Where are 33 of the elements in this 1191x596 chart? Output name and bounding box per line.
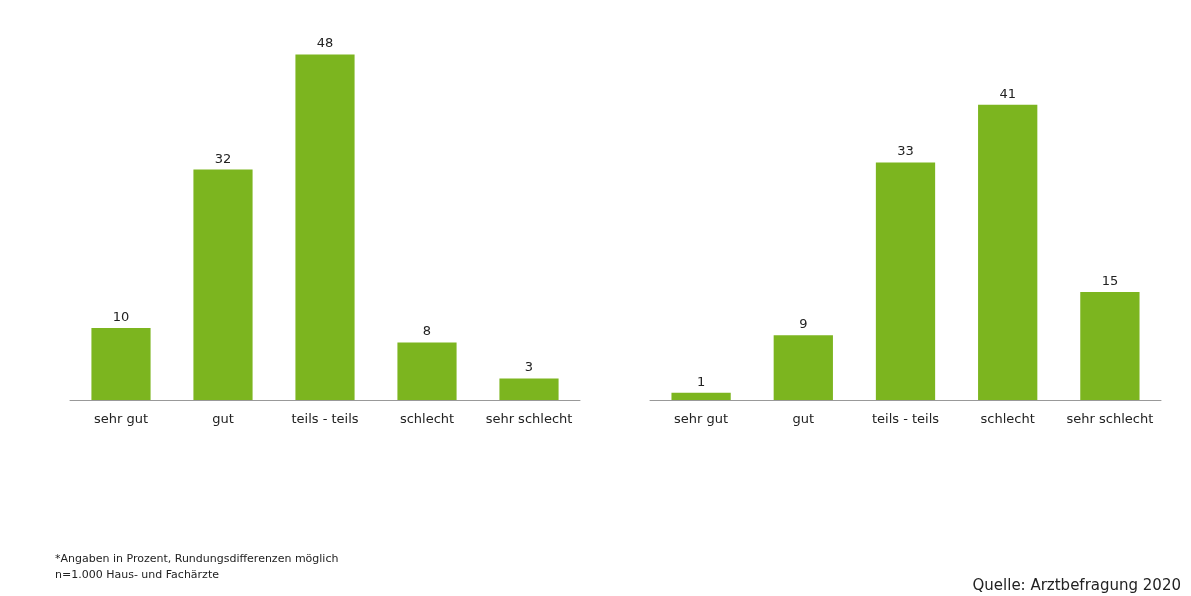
text: *Angaben in Prozent, Rundungsdifferenzen möglich <box>55 552 339 565</box>
data-label: 1 <box>696 373 706 389</box>
bar <box>978 104 1038 400</box>
data-label: 3 <box>524 359 534 375</box>
data-label: 10 <box>112 309 130 324</box>
bar <box>671 392 731 400</box>
bar <box>193 169 253 400</box>
bar <box>1080 292 1140 400</box>
bar <box>295 54 355 400</box>
bar <box>499 378 559 400</box>
data-label: 33 <box>897 143 914 159</box>
bar <box>91 328 151 400</box>
data-label: 48 <box>316 35 334 51</box>
x-tick-label: sehr gut <box>674 411 729 426</box>
data-label: 32 <box>214 150 232 166</box>
x-tick-label: sehr schlecht <box>1066 411 1154 426</box>
x-tick-label: schlecht <box>399 411 455 426</box>
bar <box>773 335 833 400</box>
data-label: 9 <box>799 316 808 332</box>
x-tick-label: gut <box>792 411 815 426</box>
source-note: Quelle: Arztbefragung 2020 <box>972 575 1181 594</box>
bar <box>875 162 936 400</box>
bar <box>397 342 457 400</box>
x-tick-label: gut <box>212 411 234 426</box>
data-label: 15 <box>1101 273 1119 288</box>
data-label: 41 <box>999 85 1016 101</box>
x-tick-label: schlecht <box>980 411 1035 426</box>
text: n=1.000 Haus- und Fachärzte <box>55 568 220 581</box>
x-tick-label: sehr schlecht <box>485 411 573 426</box>
data-label: 8 <box>422 323 432 339</box>
x-tick-label: teils - teils <box>871 411 940 426</box>
x-tick-label: sehr gut <box>93 411 149 426</box>
x-tick-label: teils - teils <box>291 411 359 426</box>
